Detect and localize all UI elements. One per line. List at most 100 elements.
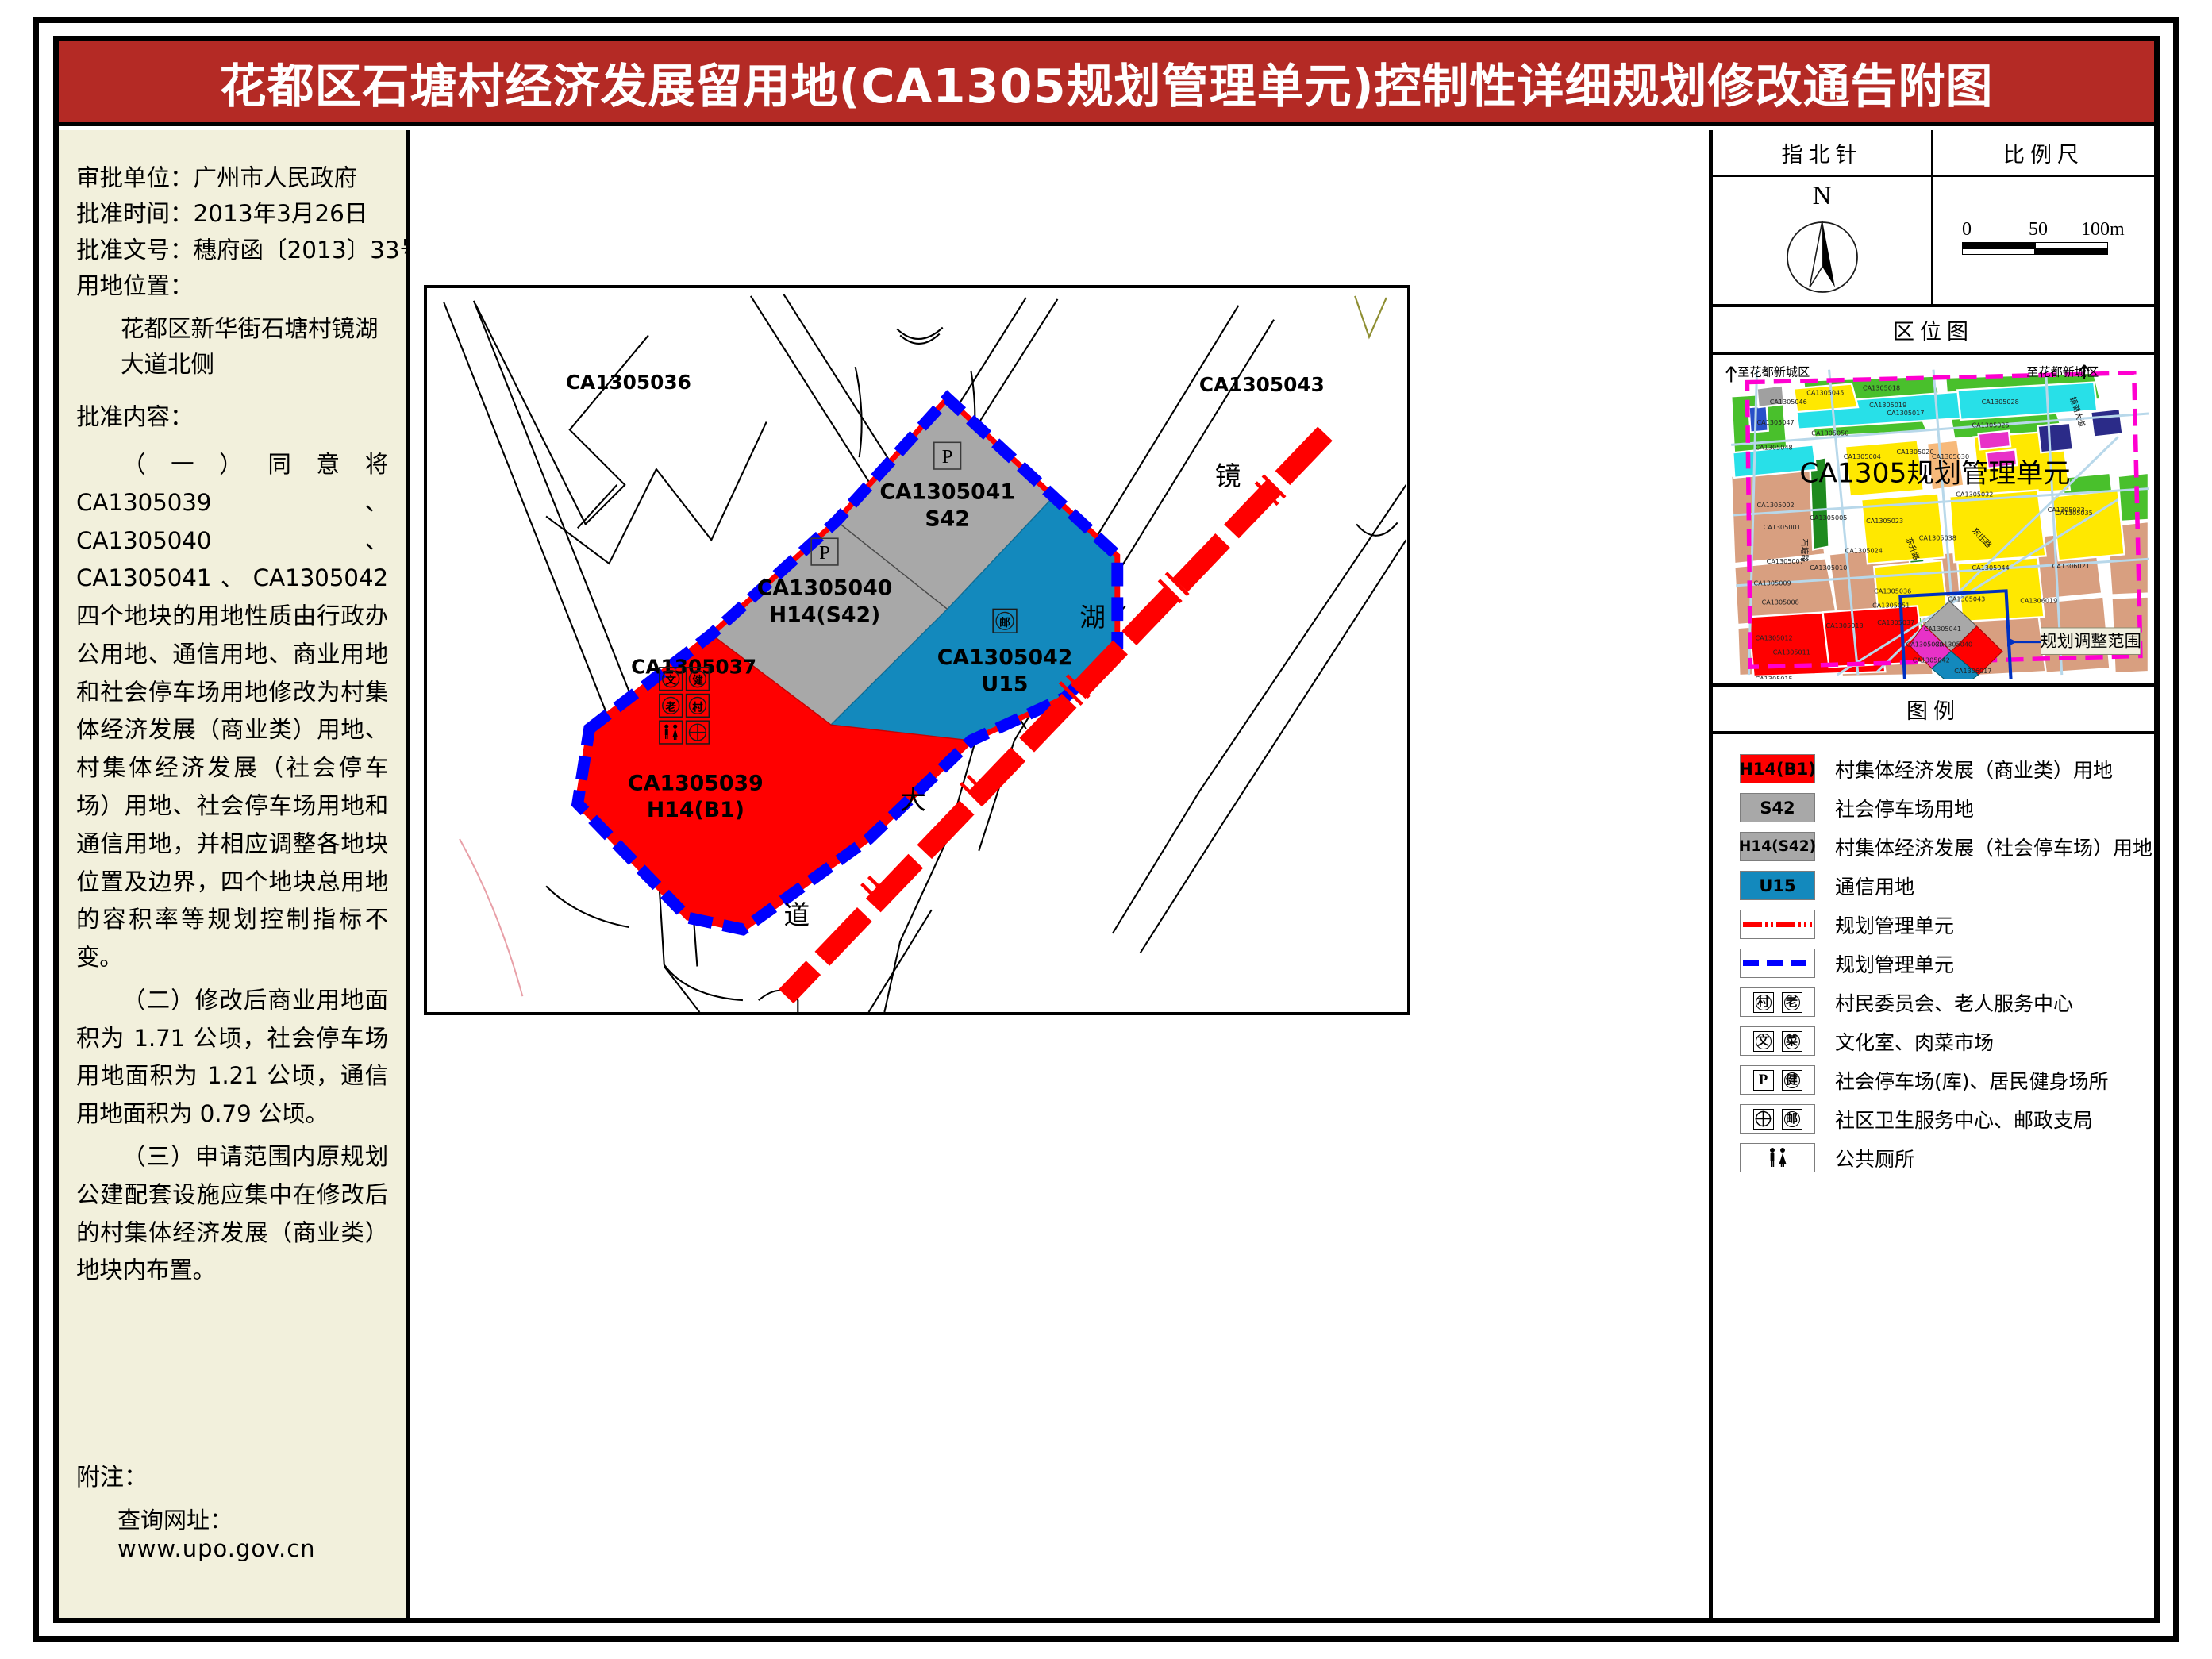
svg-text:S42: S42 [925,506,970,531]
legend-row-h14b1: H14(B1) 村集体经济发展（商业类）用地 [1713,749,2154,788]
svg-text:大: 大 [900,785,926,815]
drawing-sheet-outer-frame: 花都区石塘村经济发展留用地(CA1305规划管理单元)控制性详细规划修改通告附图… [33,17,2179,1642]
legend-row-culture-market: 文 菜 文化室、肉菜市场 [1713,1022,2154,1060]
village-committee-icon: 村 [1752,991,1774,1013]
road-name-jinghu-dadao: 镜 湖 大 道 [783,461,1241,930]
legend-code-h14s42: H14(S42) [1738,838,1817,855]
svg-text:CA1305020: CA1305020 [1896,448,1933,456]
legend-row-u15: U15 通信用地 [1713,866,2154,905]
location-map-drawing[interactable]: 规划调整范围 CA1305规划管理单元 至花都新城区 至花都新城区 CA13 [1717,359,2150,679]
legend-row-parking-fitness: P 健 社会停车场(库)、居民健身场所 [1713,1060,2154,1099]
legend-swatch-public-toilet [1740,1143,1815,1172]
svg-text:CA1305018: CA1305018 [1863,385,1900,392]
map-label-CA1305043: CA1305043 [1199,373,1325,396]
legend-label-parking-fitness: 社会停车场(库)、居民健身场所 [1835,1069,2109,1093]
compass-rose: N [1779,183,1865,299]
legend-label-clinic-post: 社区卫生服务中心、邮政支局 [1835,1108,2094,1132]
north-arrow-body: N [1713,177,1931,304]
legend-swatch-village-elder: 村 老 [1740,987,1815,1017]
facility-icon-grid [659,667,710,745]
cross-circle-icon [1755,1110,1772,1127]
market-icon: 菜 [1781,1030,1802,1052]
toilet-icon [664,724,679,741]
appendix-label: 附注： [76,1464,148,1492]
legend-label-s42: 社会停车场用地 [1835,797,1975,821]
legend-swatch-h14b1: H14(B1) [1739,754,1816,783]
main-map-drawing[interactable]: CA1305036 CA1305037 CA1305043 P CA130504… [427,288,1407,1012]
svg-text:CA1305051: CA1305051 [1872,602,1910,609]
legend-label-h14s42: 村集体经济发展（社会停车场）用地 [1835,836,2153,860]
svg-text:邮: 邮 [999,616,1010,629]
legend-label-h14b1: 村集体经济发展（商业类）用地 [1835,758,2114,782]
map-info-sidebar: 指北针 N 比例尺 [1713,130,2154,1618]
legend-row-clinic-post: 邮 社区卫生服务中心、邮政支局 [1713,1099,2154,1138]
sheet-body: 审批单位：广州市人民政府 批准时间：2013年3月26日 批准文号：穗府函〔20… [59,130,2154,1618]
market-icon-glyph: 菜 [1785,1034,1798,1048]
svg-text:石塘路: 石塘路 [1799,539,1810,563]
elder-icon-glyph: 老 [1785,995,1798,1009]
svg-text:CA1305002: CA1305002 [1757,502,1795,509]
legend-swatch-u15: U15 [1740,871,1815,900]
scale-bar-bars [1962,242,2113,256]
dashed-blue-line-icon [1743,960,1812,966]
svg-text:CA1305017: CA1305017 [1887,410,1924,417]
parcel-label-CA1305042: 邮 CA1305042 U15 [937,608,1072,697]
scale-bar-cell: 比例尺 0 50 100m [1933,130,2154,304]
svg-text:CA1306021: CA1306021 [2052,563,2090,570]
legend-code-s42: S42 [1760,798,1795,818]
legend-swatch-unit-blueline [1740,949,1815,978]
legend-swatch-culture-market: 文 菜 [1740,1026,1815,1056]
location-map-body[interactable]: 规划调整范围 CA1305规划管理单元 至花都新城区 至花都新城区 CA13 [1713,355,2154,687]
fitness-icon-glyph: 健 [1785,1072,1798,1087]
main-map-panel: CA1305036 CA1305037 CA1305043 P CA130504… [410,130,1713,1618]
legend-swatch-h14s42: H14(S42) [1738,832,1817,861]
main-map-frame[interactable]: CA1305036 CA1305037 CA1305043 P CA130504… [424,285,1410,1015]
svg-text:CA1305030: CA1305030 [1932,453,1969,460]
svg-text:CA1305028: CA1305028 [1982,398,2019,406]
svg-text:CA1305025: CA1305025 [1972,422,2010,429]
compass-north-letter: N [1812,182,1832,210]
appendix-block: 附注： 查询网址： www.upo.gov.cn [76,1457,406,1562]
legend-swatch-unit-redline [1740,910,1815,939]
location-map-unit-title: CA1305规划管理单元 [1799,458,2070,489]
svg-text:CA1305045: CA1305045 [1806,389,1844,396]
legend-row-s42: S42 社会停车场用地 [1713,788,2154,827]
approval-doc-row: 批准文号：穗府函〔2013〕33号 [76,233,423,268]
svg-text:CA1305009: CA1305009 [1754,580,1791,587]
map-label-CA1305036: CA1305036 [566,371,691,394]
approval-content-label: 批准内容： [76,402,194,430]
svg-text:CA1305040: CA1305040 [1935,641,1972,649]
svg-text:CA1305004: CA1305004 [1844,453,1881,460]
dash-dot-red-line-icon [1743,922,1812,927]
appendix-url-row: 查询网址： www.upo.gov.cn [76,1502,406,1562]
svg-text:CA1305041: CA1305041 [1924,625,1961,633]
scale-body: 0 50 100m [1933,177,2154,304]
approval-paragraph-3: （三）申请范围内原规划公建配套设施应集中在修改后的村集体经济发展（商业类）地块内… [76,1143,388,1284]
parcel-label-CA1305039: 文 健 老 村 CA1305 [628,667,764,822]
scale-tick-50: 50 [2029,219,2048,240]
fitness-icon: 健 [1781,1069,1802,1091]
legend-row-unit-redline: 规划管理单元 [1713,905,2154,944]
jinghu-avenue-road [779,426,1333,1004]
parcel-label-CA1305040: P CA1305040 H14(S42) [757,537,892,627]
planning-unit-boundary-dashed [1745,370,2143,670]
compass-icon [1786,220,1858,293]
legend-swatch-parking-fitness: P 健 [1740,1065,1815,1095]
svg-text:CA1305015: CA1305015 [1756,676,1793,679]
svg-text:CA1305042: CA1305042 [1913,656,1950,664]
svg-text:CA1305011: CA1305011 [1773,649,1810,656]
approval-authority-row: 审批单位：广州市人民政府 [76,160,388,196]
post-icon-glyph: 邮 [1785,1111,1798,1126]
north-arrow-cell: 指北针 N [1713,130,1933,304]
legend-label-culture-market: 文化室、肉菜市场 [1835,1030,1995,1054]
approval-paragraph-1: （一）同意将 CA1305039、CA1305040、CA1305041、CA1… [76,450,388,972]
adjustment-area-parcels [1909,600,2003,679]
svg-text:镜: 镜 [1215,461,1241,491]
legend-label-u15: 通信用地 [1835,875,1915,899]
svg-text:CA1305047: CA1305047 [1757,419,1795,426]
svg-text:CA1305041: CA1305041 [879,480,1015,505]
legend-label-public-toilet: 公共厕所 [1835,1147,1915,1171]
scale-bar-graphic: 0 50 100m [1962,219,2125,256]
svg-text:文: 文 [666,674,677,687]
svg-text:CA1305046: CA1305046 [1770,398,1807,406]
